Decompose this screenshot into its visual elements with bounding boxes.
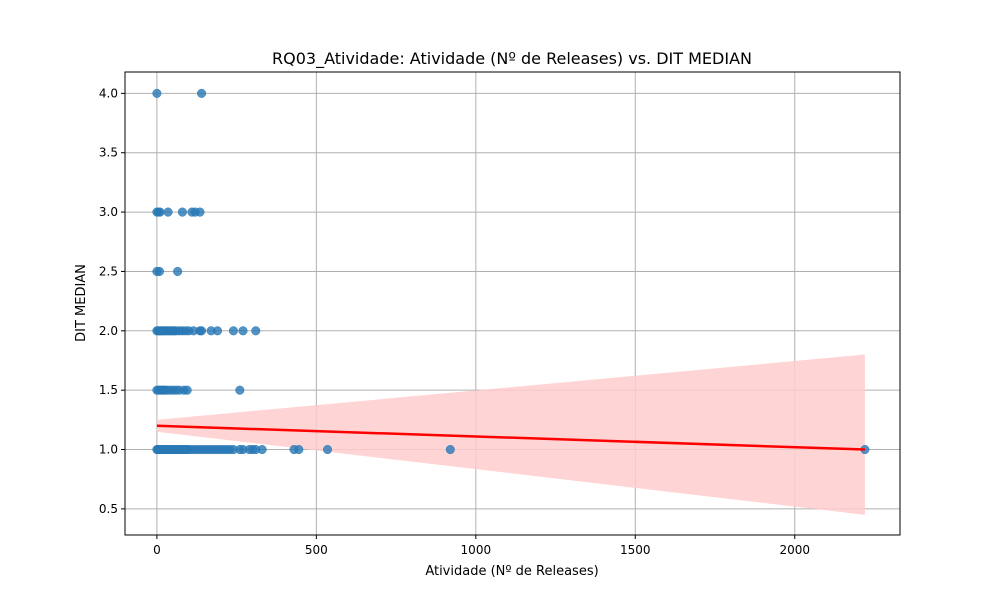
- scatter-point: [154, 266, 164, 276]
- x-tick-label: 0: [153, 543, 161, 557]
- grid: [125, 72, 900, 535]
- axis-ticks: 0 500 1000 1500 2000 0.5 1.0 1.5 2.0 2.5 3.0 3.5 4.0: [99, 86, 810, 557]
- scatter-point: [235, 385, 245, 395]
- scatter-point: [196, 326, 207, 336]
- x-tick-label: 1000: [461, 543, 492, 557]
- scatter-point: [238, 326, 248, 336]
- regression-line-layer: [156, 424, 865, 451]
- x-tick-label: 2000: [779, 543, 810, 557]
- scatter-point: [294, 444, 304, 455]
- scatter-point: [182, 385, 192, 395]
- y-tick-label: 2.0: [99, 324, 118, 338]
- scatter-point: [163, 207, 173, 217]
- x-tick-label: 500: [305, 543, 328, 557]
- scatter-point: [155, 207, 165, 217]
- scatter-point: [228, 326, 238, 336]
- x-tick-label: 1500: [620, 543, 651, 557]
- y-axis-label: DIT MEDIAN: [74, 264, 89, 342]
- x-axis-label: Atividade (Nº de Releases): [425, 564, 598, 579]
- scatter-point: [257, 444, 267, 455]
- regression-line: [156, 424, 865, 451]
- scatter-point: [177, 207, 187, 217]
- y-tick-label: 2.5: [99, 264, 118, 278]
- chart-title: RQ03_Atividade: Atividade (Nº de Release…: [272, 49, 752, 69]
- scatter-point: [445, 444, 455, 455]
- y-tick-label: 0.5: [99, 502, 118, 516]
- scatter-point: [212, 326, 223, 336]
- scatter-points: [152, 88, 870, 455]
- y-tick-label: 3.0: [99, 205, 118, 219]
- y-tick-label: 1.5: [99, 383, 118, 397]
- scatter-point: [152, 88, 162, 98]
- scatter-point: [196, 88, 207, 98]
- scatter-point: [322, 444, 333, 455]
- confidence-band: [156, 354, 865, 515]
- y-tick-label: 4.0: [99, 86, 118, 100]
- scatter-point: [173, 266, 183, 276]
- y-tick-label: 3.5: [99, 146, 118, 160]
- plot-frame: [124, 71, 901, 536]
- y-tick-label: 1.0: [99, 443, 118, 457]
- scatter-point: [195, 207, 205, 217]
- confidence-band-layer: [156, 354, 865, 515]
- scatter-point: [251, 326, 261, 336]
